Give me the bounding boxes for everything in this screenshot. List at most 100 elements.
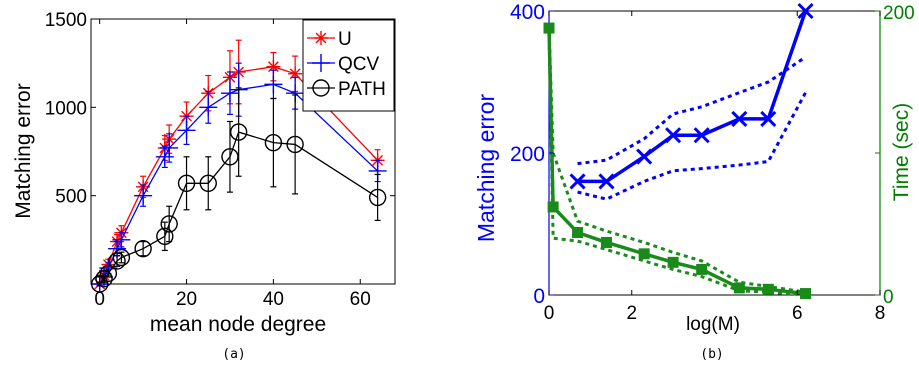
series-path-point-ring [286, 135, 304, 154]
series-qcv-point [112, 230, 131, 249]
series-qcv-point [264, 75, 283, 94]
panel-a-ytick-label: 1000 [45, 98, 87, 119]
error-series-point-stroke [693, 127, 710, 144]
error-series-point-stroke [569, 173, 586, 190]
error-series-point [636, 148, 653, 165]
panel-a-marks [90, 39, 387, 293]
panel-a-ylabel: Matching error [12, 83, 35, 218]
panel-a-xtick-label: 40 [263, 289, 284, 310]
time-series-line [547, 27, 806, 296]
error-series-point [693, 127, 710, 144]
series-path-point-ring [99, 264, 118, 283]
series-path-point-ring [108, 252, 126, 270]
series-path-point-ring [134, 239, 152, 258]
time-series-point-fill [547, 201, 559, 213]
panel-a-caption: (a) [222, 347, 245, 362]
legend-path-label: PATH [338, 79, 386, 100]
series-path-point [264, 133, 283, 152]
panel-b-plot-frame [548, 10, 881, 296]
time-series-point [572, 227, 584, 239]
error-series-line [577, 10, 808, 184]
series-path-point-ring [90, 275, 109, 293]
legend-u-marker [314, 31, 328, 45]
series-u-point-stroke [268, 61, 279, 73]
panel-b-ytick-label: 200 [510, 143, 545, 166]
series-path-point [368, 188, 387, 207]
panel-b-caption: (b) [700, 347, 723, 362]
panel-a-ytick-label: 500 [55, 187, 87, 208]
series-path-point-ring [229, 123, 248, 141]
error-series-point [665, 127, 682, 144]
series-path-point-ring [368, 188, 387, 207]
panel-b-xtick-label: 0 [544, 303, 555, 324]
time-series-point [696, 263, 708, 275]
time-series-point [800, 288, 812, 300]
panel-a-xlabel: mean node degree [150, 313, 326, 336]
series-path-point [160, 215, 178, 233]
series-path-point [177, 174, 196, 193]
time-series-point-fill [733, 282, 745, 294]
series-path-point-ring [199, 174, 217, 193]
panel-a: 0 20 40 60 500 1000 1500 mean node degree Matc… [12, 10, 396, 362]
series-path-point-ring [160, 215, 178, 233]
error-series-point [731, 110, 748, 127]
error-series-point [760, 110, 777, 127]
series-qcv-point [160, 138, 179, 157]
series-qcv-point [199, 98, 218, 117]
panel-b-y2label: Time (sec) [890, 103, 913, 201]
panel-b-ytick-label: 0 [533, 285, 545, 308]
time-series-lower-bound [547, 30, 806, 297]
error-series-lower-bound [577, 91, 807, 201]
panel-b-marks [543, 2, 814, 300]
legend-u-label: U [338, 29, 352, 50]
series-qcv-point [155, 147, 174, 166]
legend-u-marker-stroke [315, 32, 327, 44]
series-path-point [286, 135, 304, 154]
panel-b-xtick-label: 2 [626, 303, 637, 324]
series-path-point [95, 270, 113, 288]
panel-b-xtick-label: 8 [875, 303, 886, 324]
legend-path-marker-ring [312, 79, 330, 97]
series-path-point [156, 227, 174, 246]
time-series-point-fill [601, 236, 613, 248]
time-series-point [601, 236, 613, 248]
error-series-point-stroke [797, 2, 814, 20]
time-series-point [733, 282, 745, 294]
series-path-point-ring [221, 148, 239, 166]
panel-b-xlabel: log(M) [686, 314, 740, 335]
series-qcv-point [177, 121, 196, 140]
series-path-point-ring [264, 133, 283, 152]
time-series-upper-bound [547, 25, 806, 294]
panel-b-xtick-label: 6 [792, 303, 803, 324]
error-series-point [797, 2, 814, 20]
panel-b-ytick-label: 400 [510, 1, 545, 24]
error-series-point [598, 173, 615, 190]
panel-a-xtick-label: 20 [176, 289, 197, 310]
error-series-point-stroke [731, 110, 748, 127]
error-series-point-stroke [665, 127, 682, 144]
time-series-point-fill [800, 288, 812, 300]
legend: U QCV PATH [302, 19, 395, 112]
error-series-point-stroke [760, 110, 777, 127]
time-series-point-fill [638, 248, 650, 260]
series-qcv-point [108, 239, 127, 258]
error-series-point-stroke [636, 148, 653, 165]
time-series-point [543, 22, 555, 34]
time-series-point-fill [696, 263, 708, 275]
time-series-point-fill [667, 256, 679, 268]
panel-a-plot-frame [90, 18, 396, 285]
series-path-point-ring [112, 248, 131, 267]
series-path-point [221, 148, 239, 166]
panel-b-y2tick-label: 0 [883, 287, 894, 308]
series-qcv-point [134, 186, 153, 205]
series-path-point [99, 264, 118, 283]
series-path-point [229, 123, 248, 141]
series-path-point-ring [156, 227, 174, 246]
series-path-point-ring [177, 174, 196, 193]
series-u-point-stroke [289, 68, 301, 80]
error-series-point [569, 173, 586, 190]
time-series-point [762, 283, 774, 295]
series-path-point-ring [95, 270, 113, 288]
